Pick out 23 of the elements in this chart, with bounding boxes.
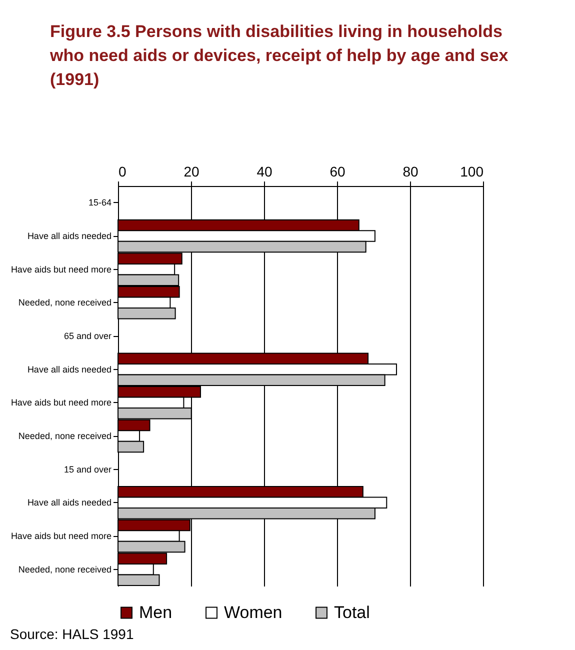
y-tick-label: 65 and over [64,331,112,341]
y-tick-label: Have aids but need more [10,531,112,541]
y-tick-label: Have all aids needed [27,364,112,374]
x-tick-label: 0 [118,164,126,180]
y-tick-label: 15-64 [88,198,112,208]
legend-label: Total [334,602,370,622]
y-tick-label: Needed, none received [18,431,112,441]
y-tick-label: Have aids but need more [10,398,112,408]
y-tick-label: Have aids but need more [10,264,112,274]
x-tick-label: 40 [256,164,272,180]
y-tick-label: Needed, none received [18,298,112,308]
y-tick-label: Have all aids needed [27,498,112,508]
x-tick-label: 60 [330,164,346,180]
legend-label: Men [139,602,172,622]
legend-label: Women [224,602,282,622]
chart-title: Figure 3.5 Persons with disabilities living in households who need aids or devices, receipt of help by age and sex (1991) [50,21,510,91]
y-tick-label: Needed, none received [18,564,112,574]
x-tick-label: 80 [402,164,418,180]
x-tick-label: 100 [460,164,484,180]
y-tick-label: Have all aids needed [27,231,112,241]
x-tick-label: 20 [184,164,200,180]
y-tick-label: 15 and over [64,464,112,474]
source-note: Source: HALS 1991 [10,626,134,642]
